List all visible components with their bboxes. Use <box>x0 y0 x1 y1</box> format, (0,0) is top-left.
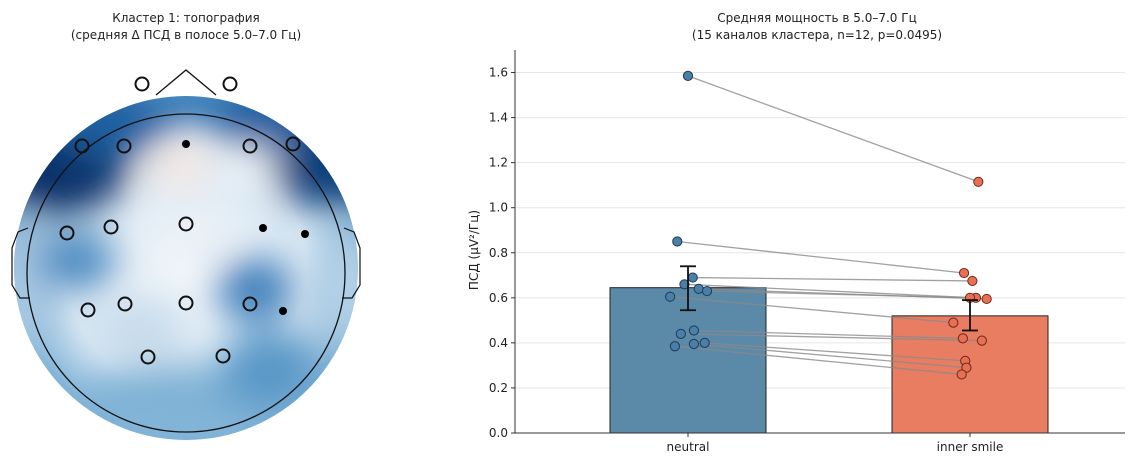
point-neutral <box>688 325 700 336</box>
topomap-title-line2: (средняя Δ ПСД в полосе 5.0–7.0 Гц) <box>71 28 301 42</box>
head-outline <box>26 113 346 433</box>
point-neutral <box>699 337 710 348</box>
electrode-dot <box>259 224 267 232</box>
paired-line <box>684 283 976 299</box>
point-neutral <box>701 285 713 297</box>
left-ear-outline <box>11 227 30 299</box>
paired-lines <box>670 75 987 376</box>
electrode-cluster <box>59 225 75 241</box>
y-tick-label: 0.0 <box>489 426 508 440</box>
bars <box>609 287 1049 434</box>
electrode-cluster <box>140 349 156 365</box>
data-points <box>665 70 992 380</box>
electrodes-other <box>182 140 309 315</box>
electrode-dot <box>279 307 287 315</box>
electrode-cluster <box>178 216 194 232</box>
electrode-cluster <box>74 138 90 154</box>
point-inner-smile <box>957 333 968 344</box>
bar-chart-title-line1: Средняя мощность в 5.0–7.0 Гц <box>717 11 917 25</box>
electrodes <box>59 76 301 365</box>
y-tick-label: 0.8 <box>489 246 508 260</box>
point-neutral <box>672 236 683 247</box>
electrode-cluster <box>178 295 194 311</box>
electrode-cluster <box>285 136 301 152</box>
nose-outline <box>155 69 217 96</box>
paired-line <box>692 276 973 282</box>
paired-line <box>674 345 962 376</box>
electrode-cluster <box>134 76 150 92</box>
point-inner-smile <box>973 176 984 187</box>
point-neutral <box>687 272 698 283</box>
right-ear-outline <box>342 227 361 299</box>
paired-line <box>704 342 966 362</box>
point-inner-smile <box>958 267 970 279</box>
y-tick-label: 1.0 <box>489 201 508 215</box>
point-inner-smile <box>976 335 988 346</box>
axes: 0.0 0.2 0.4 0.6 0.8 1.0 1.2 1.4 1.6 neutral inner … <box>489 50 1125 454</box>
electrode-cluster <box>117 296 133 312</box>
topomap-heat <box>14 96 358 440</box>
electrode-dot <box>182 140 190 148</box>
point-inner-smile <box>956 369 967 380</box>
x-tick-label: neutral <box>667 440 710 454</box>
paired-line <box>687 75 979 183</box>
bar-chart-panel: Средняя мощность в 5.0–7.0 Гц (15 канало… <box>467 11 1125 454</box>
paired-line <box>677 240 965 274</box>
paired-line <box>680 333 982 342</box>
topomap-panel: Кластер 1: топография (средняя Δ ПСД в п… <box>11 11 361 440</box>
paired-line <box>693 343 967 369</box>
y-tick-label: 0.6 <box>489 291 508 305</box>
topomap-title-line1: Кластер 1: топография <box>112 11 260 25</box>
point-neutral <box>693 283 704 294</box>
electrode-cluster <box>116 138 132 154</box>
electrode-cluster <box>215 348 231 364</box>
bar-neutral <box>609 287 767 434</box>
point-neutral <box>688 338 700 350</box>
error-bars <box>680 265 978 332</box>
y-tick-label: 1.6 <box>489 66 508 80</box>
electrode-dot <box>301 230 309 238</box>
point-neutral <box>675 328 686 339</box>
bar-inner-smile <box>891 315 1049 434</box>
point-inner-smile <box>981 293 992 305</box>
paired-line <box>693 329 963 340</box>
point-neutral <box>679 279 690 290</box>
x-tick-label: inner smile <box>937 440 1004 454</box>
point-neutral <box>682 70 694 82</box>
bar-chart-title-line2: (15 каналов кластера, n=12, p=0.0495) <box>692 28 942 42</box>
y-tick-label: 0.2 <box>489 381 508 395</box>
y-tick-label: 1.2 <box>489 156 508 170</box>
point-neutral <box>669 341 681 352</box>
y-tick-label: 0.4 <box>489 336 508 350</box>
electrode-cluster <box>103 219 119 235</box>
electrode-cluster <box>242 138 258 154</box>
paired-line <box>670 296 954 324</box>
electrode-cluster <box>80 302 96 318</box>
electrode-cluster <box>242 296 258 312</box>
point-neutral <box>665 291 676 302</box>
electrode-cluster <box>222 76 238 92</box>
y-axis-label: ПСД (μV²/Гц) <box>467 210 481 290</box>
paired-line <box>707 290 971 299</box>
point-inner-smile <box>967 275 978 287</box>
point-inner-smile <box>948 317 959 328</box>
y-tick-label: 1.4 <box>489 111 508 125</box>
